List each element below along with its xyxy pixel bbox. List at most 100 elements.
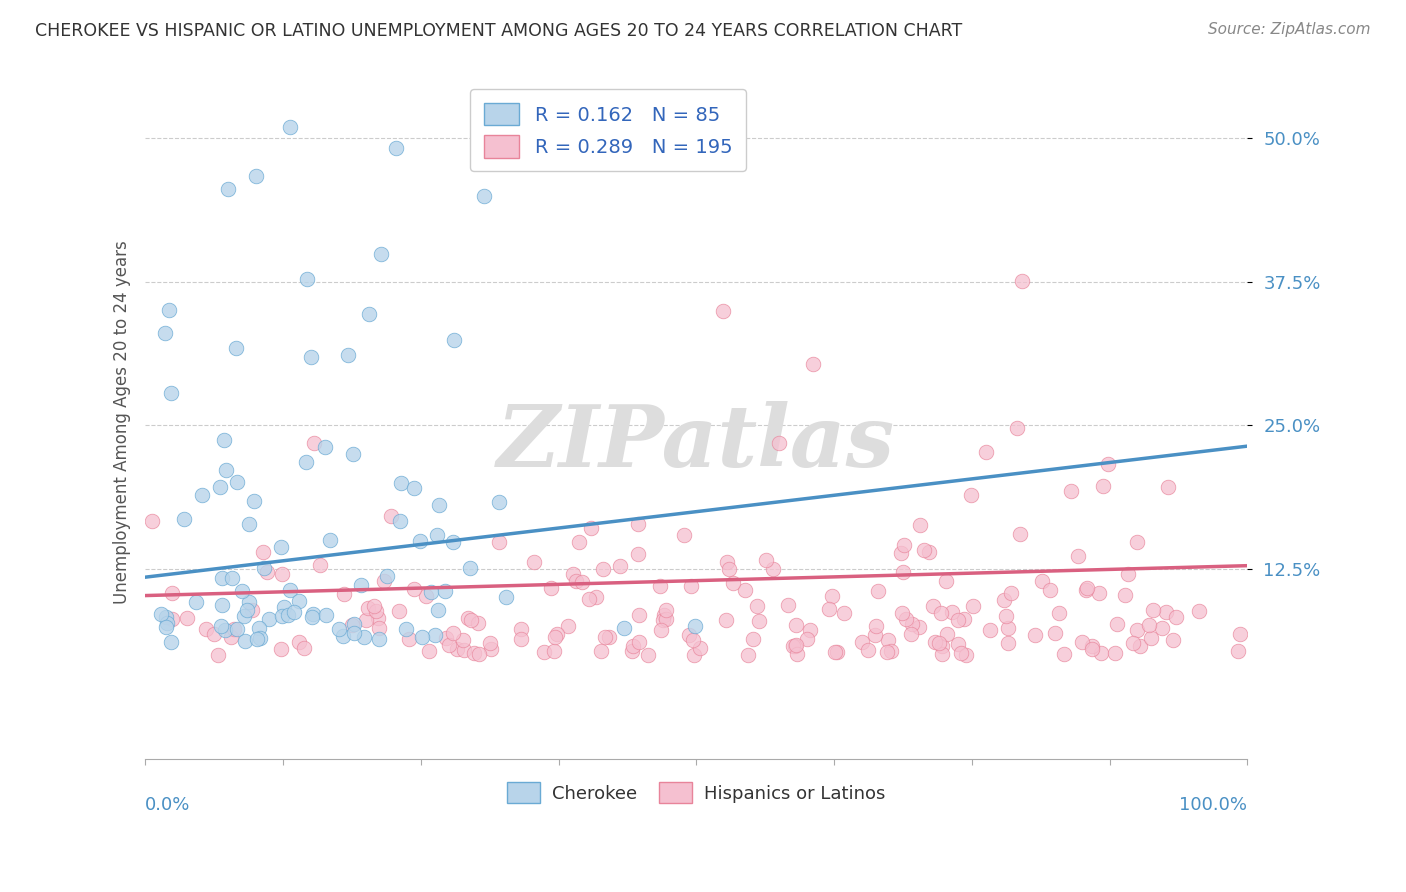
- Point: [717, 562, 740, 576]
- Point: [238, 595, 260, 609]
- Point: [533, 645, 555, 659]
- Point: [246, 632, 269, 646]
- Point: [1049, 607, 1071, 621]
- Point: [495, 590, 517, 604]
- Point: [672, 527, 695, 541]
- Point: [367, 611, 389, 625]
- Point: [157, 303, 180, 318]
- Point: [681, 579, 703, 593]
- Point: [592, 562, 614, 576]
- Point: [243, 494, 266, 508]
- Point: [683, 618, 706, 632]
- Point: [562, 567, 585, 582]
- Point: [1076, 581, 1098, 595]
- Point: [1060, 483, 1083, 498]
- Point: [354, 613, 377, 627]
- Point: [876, 632, 898, 647]
- Point: [328, 623, 350, 637]
- Point: [876, 645, 898, 659]
- Point: [350, 578, 373, 592]
- Point: [292, 641, 315, 656]
- Point: [1081, 639, 1104, 653]
- Point: [155, 326, 177, 341]
- Point: [546, 627, 568, 641]
- Point: [785, 618, 807, 632]
- Point: [225, 622, 247, 636]
- Point: [955, 648, 977, 662]
- Point: [609, 558, 631, 573]
- Point: [1154, 605, 1177, 619]
- Point: [457, 611, 479, 625]
- Point: [184, 594, 207, 608]
- Point: [217, 181, 239, 195]
- Point: [370, 246, 392, 260]
- Point: [866, 584, 889, 599]
- Point: [579, 521, 602, 535]
- Point: [1164, 610, 1187, 624]
- Point: [384, 141, 406, 155]
- Point: [214, 463, 236, 477]
- Point: [245, 169, 267, 183]
- Point: [160, 586, 183, 600]
- Point: [901, 616, 924, 631]
- Text: CHEROKEE VS HISPANIC OR LATINO UNEMPLOYMENT AMONG AGES 20 TO 24 YEARS CORRELATIO: CHEROKEE VS HISPANIC OR LATINO UNEMPLOYM…: [35, 22, 962, 40]
- Point: [1122, 635, 1144, 649]
- Point: [155, 620, 177, 634]
- Point: [856, 642, 879, 657]
- Point: [908, 518, 931, 533]
- Point: [222, 622, 245, 636]
- Point: [252, 560, 274, 574]
- Point: [443, 333, 465, 347]
- Point: [825, 645, 848, 659]
- Point: [628, 635, 651, 649]
- Point: [1097, 457, 1119, 471]
- Point: [270, 540, 292, 554]
- Point: [283, 605, 305, 619]
- Point: [737, 648, 759, 662]
- Point: [1126, 624, 1149, 638]
- Point: [332, 629, 354, 643]
- Point: [1045, 625, 1067, 640]
- Point: [402, 582, 425, 596]
- Point: [652, 613, 675, 627]
- Point: [1024, 628, 1046, 642]
- Point: [1137, 617, 1160, 632]
- Point: [333, 587, 356, 601]
- Point: [387, 604, 409, 618]
- Point: [273, 600, 295, 615]
- Point: [894, 612, 917, 626]
- Point: [627, 547, 650, 561]
- Point: [891, 606, 914, 620]
- Point: [233, 633, 256, 648]
- Point: [796, 632, 818, 646]
- Point: [295, 272, 318, 286]
- Point: [1081, 641, 1104, 656]
- Point: [557, 619, 579, 633]
- Point: [716, 555, 738, 569]
- Point: [419, 585, 441, 599]
- Point: [994, 608, 1017, 623]
- Point: [418, 644, 440, 658]
- Point: [315, 607, 337, 622]
- Point: [908, 620, 931, 634]
- Point: [768, 435, 790, 450]
- Point: [309, 558, 332, 572]
- Point: [304, 435, 326, 450]
- Point: [368, 621, 391, 635]
- Point: [173, 511, 195, 525]
- Legend: Cherokee, Hispanics or Latinos: Cherokee, Hispanics or Latinos: [501, 775, 893, 810]
- Point: [941, 605, 963, 619]
- Point: [723, 575, 745, 590]
- Point: [783, 639, 806, 653]
- Text: ZIPatlas: ZIPatlas: [498, 401, 896, 484]
- Point: [225, 341, 247, 355]
- Point: [191, 488, 214, 502]
- Point: [209, 619, 232, 633]
- Point: [468, 648, 491, 662]
- Point: [453, 643, 475, 657]
- Point: [621, 644, 644, 658]
- Point: [1140, 632, 1163, 646]
- Point: [342, 616, 364, 631]
- Point: [426, 527, 449, 541]
- Point: [1090, 646, 1112, 660]
